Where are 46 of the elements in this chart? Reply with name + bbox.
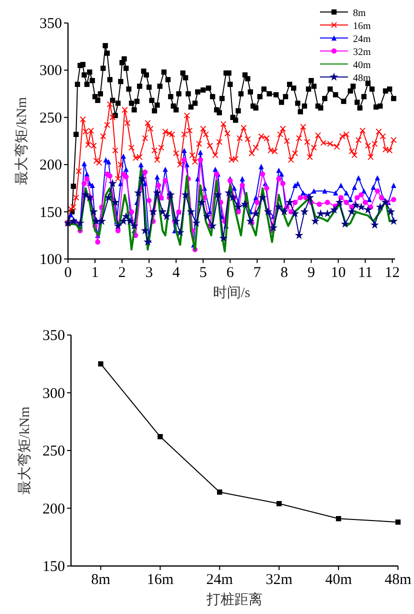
x-tick-label: 24m [206, 572, 234, 588]
x-tick-label: 0 [64, 265, 72, 281]
legend-label: 40m [353, 60, 371, 71]
point [395, 520, 401, 525]
y-tick-label: 250 [40, 110, 62, 126]
y-axis-title: 最大弯矩/kNm [17, 406, 33, 494]
x-tick-label: 3 [145, 265, 153, 281]
y-tick-label: 150 [42, 559, 65, 575]
y-axis-title: 最大弯矩/kNm [14, 96, 30, 185]
x-axis-title: 打桩距离 [206, 592, 262, 608]
x-tick-label: 6 [226, 265, 234, 281]
x-tick-label: 4 [172, 265, 180, 281]
y-tick-label: 300 [40, 63, 62, 80]
y-tick-label: 250 [42, 444, 65, 460]
y-tick-label: 300 [42, 386, 65, 402]
x-tick-label: 8 [280, 265, 288, 281]
x-tick-label: 7 [253, 265, 262, 281]
x-tick-label: 11 [358, 265, 372, 281]
x-tick-label: 16m [146, 572, 174, 588]
x-tick-label: 5 [199, 265, 207, 281]
legend-label: 24m [353, 34, 371, 45]
point [158, 434, 163, 440]
y-tick-label: 200 [40, 158, 62, 174]
y-tick-label: 200 [42, 501, 65, 518]
legend-label: 16m [353, 21, 371, 32]
x-tick-label: 12 [384, 265, 400, 281]
x-tick-label: 8m [91, 572, 111, 588]
x-tick-label: 9 [307, 265, 315, 281]
x-tick-label: 40m [325, 572, 352, 588]
x-tick-label: 1 [91, 265, 99, 281]
point [336, 516, 342, 522]
x-tick-label: 2 [118, 265, 126, 281]
legend-label: 32m [353, 47, 371, 58]
legend-label: 48m [353, 73, 371, 84]
y-tick-label: 100 [40, 252, 62, 268]
x-tick-label: 10 [330, 265, 346, 281]
point [217, 489, 222, 495]
x-tick-label: 32m [266, 572, 293, 588]
y-tick-label: 150 [40, 204, 62, 221]
y-tick-label: 350 [42, 328, 65, 344]
point [98, 361, 104, 366]
x-tick-label: 48m [384, 572, 412, 588]
legend-label: 8m [353, 8, 366, 19]
point [276, 501, 282, 506]
y-tick-label: 350 [40, 16, 62, 32]
x-axis-title: 时间/s [212, 285, 250, 301]
